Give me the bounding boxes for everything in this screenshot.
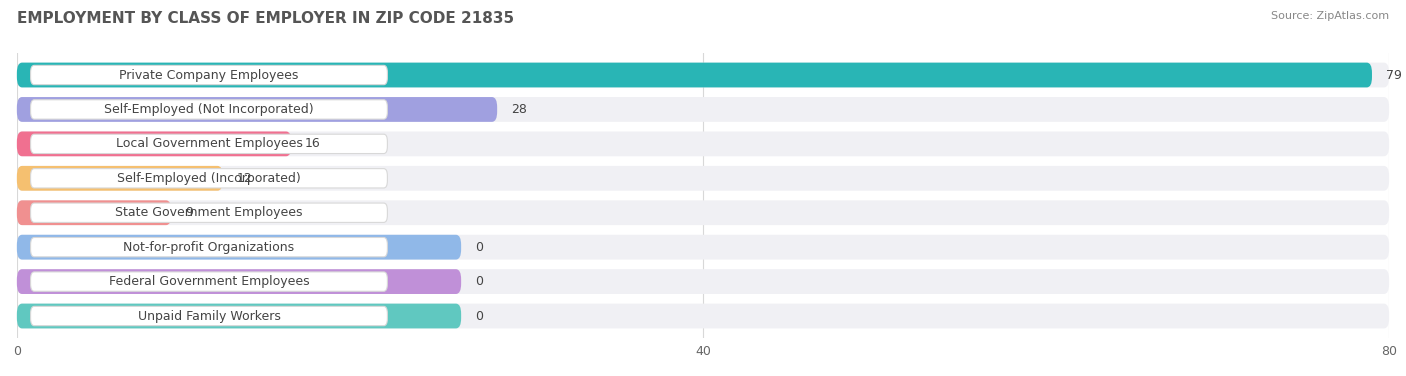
Text: 16: 16 <box>305 137 321 150</box>
FancyBboxPatch shape <box>17 200 172 225</box>
FancyBboxPatch shape <box>17 63 1372 87</box>
Text: Not-for-profit Organizations: Not-for-profit Organizations <box>124 241 294 254</box>
Text: 12: 12 <box>236 172 252 185</box>
Text: State Government Employees: State Government Employees <box>115 206 302 219</box>
FancyBboxPatch shape <box>31 169 388 188</box>
FancyBboxPatch shape <box>31 272 388 291</box>
Text: 79: 79 <box>1386 68 1402 82</box>
Text: 0: 0 <box>475 241 482 254</box>
FancyBboxPatch shape <box>17 304 461 328</box>
Text: 28: 28 <box>510 103 527 116</box>
FancyBboxPatch shape <box>17 166 1389 191</box>
FancyBboxPatch shape <box>17 97 1389 122</box>
Text: Local Government Employees: Local Government Employees <box>115 137 302 150</box>
Text: Source: ZipAtlas.com: Source: ZipAtlas.com <box>1271 11 1389 21</box>
Text: 0: 0 <box>475 275 482 288</box>
Text: 0: 0 <box>475 309 482 323</box>
FancyBboxPatch shape <box>31 203 388 222</box>
Text: Self-Employed (Not Incorporated): Self-Employed (Not Incorporated) <box>104 103 314 116</box>
Text: Private Company Employees: Private Company Employees <box>120 68 298 82</box>
Text: Federal Government Employees: Federal Government Employees <box>108 275 309 288</box>
FancyBboxPatch shape <box>17 63 1389 87</box>
FancyBboxPatch shape <box>17 235 461 259</box>
FancyBboxPatch shape <box>17 132 1389 156</box>
FancyBboxPatch shape <box>17 200 1389 225</box>
FancyBboxPatch shape <box>17 269 461 294</box>
FancyBboxPatch shape <box>17 132 291 156</box>
FancyBboxPatch shape <box>17 235 1389 259</box>
Text: Self-Employed (Incorporated): Self-Employed (Incorporated) <box>117 172 301 185</box>
Text: Unpaid Family Workers: Unpaid Family Workers <box>138 309 280 323</box>
FancyBboxPatch shape <box>17 166 222 191</box>
FancyBboxPatch shape <box>31 100 388 119</box>
FancyBboxPatch shape <box>31 306 388 326</box>
FancyBboxPatch shape <box>17 97 498 122</box>
Text: EMPLOYMENT BY CLASS OF EMPLOYER IN ZIP CODE 21835: EMPLOYMENT BY CLASS OF EMPLOYER IN ZIP C… <box>17 11 515 26</box>
Text: 9: 9 <box>186 206 193 219</box>
FancyBboxPatch shape <box>31 134 388 153</box>
FancyBboxPatch shape <box>31 65 388 85</box>
FancyBboxPatch shape <box>31 238 388 257</box>
FancyBboxPatch shape <box>17 269 1389 294</box>
FancyBboxPatch shape <box>17 304 1389 328</box>
